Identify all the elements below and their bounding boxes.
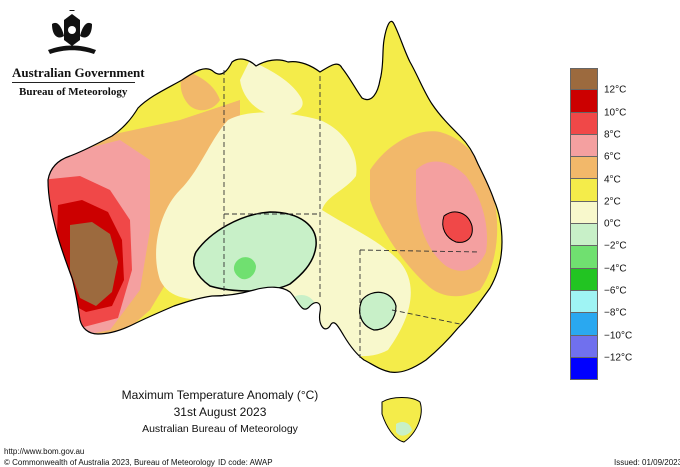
legend-swatch bbox=[570, 157, 598, 180]
legend-label: −4°C bbox=[604, 263, 627, 275]
legend-label: −8°C bbox=[604, 307, 627, 319]
legend-label: 10°C bbox=[604, 107, 627, 119]
legend-swatch bbox=[570, 179, 598, 202]
legend-swatch bbox=[570, 246, 598, 269]
legend-swatch bbox=[570, 290, 598, 314]
legend-swatch bbox=[570, 268, 598, 291]
color-legend bbox=[570, 68, 598, 381]
legend-swatch bbox=[570, 357, 598, 381]
footer-issued: Issued: 01/09/2023 bbox=[614, 458, 680, 467]
legend-label: 8°C bbox=[604, 129, 621, 141]
government-name: Australian Government bbox=[12, 65, 145, 80]
bureau-name: Bureau of Meteorology bbox=[19, 86, 128, 98]
legend-swatch bbox=[570, 224, 598, 247]
tasmania bbox=[381, 397, 422, 443]
government-logo: Australian Government Bureau of Meteorol… bbox=[8, 8, 145, 98]
legend-label: 0°C bbox=[604, 218, 621, 230]
legend-swatch bbox=[570, 313, 598, 336]
divider bbox=[12, 82, 135, 83]
footer-copyright: © Commonwealth of Australia 2023, Bureau… bbox=[4, 458, 215, 467]
legend-swatch bbox=[570, 335, 598, 358]
legend-swatch bbox=[570, 112, 598, 135]
legend-swatch bbox=[570, 68, 598, 91]
legend-label: 4°C bbox=[604, 174, 621, 185]
legend-label: −10°C bbox=[604, 330, 633, 342]
map-source: Australian Bureau of Meteorology bbox=[142, 423, 298, 435]
legend-label: 12°C bbox=[604, 84, 627, 96]
legend-label: −12°C bbox=[604, 352, 633, 364]
legend-swatch bbox=[570, 90, 598, 113]
legend-swatch bbox=[570, 201, 598, 225]
legend-label: −6°C bbox=[604, 285, 627, 297]
legend-label: 6°C bbox=[604, 151, 621, 163]
legend-label: 2°C bbox=[604, 196, 621, 208]
coat-of-arms-icon bbox=[48, 10, 96, 54]
footer-url[interactable]: http://www.bom.gov.au bbox=[4, 447, 85, 456]
map-date: 31st August 2023 bbox=[173, 405, 267, 419]
footer-id-code: ID code: AWAP bbox=[218, 458, 273, 467]
legend-swatch bbox=[570, 134, 598, 158]
legend-label: −2°C bbox=[604, 240, 627, 252]
map-title: Maximum Temperature Anomaly (°C) bbox=[121, 388, 319, 402]
